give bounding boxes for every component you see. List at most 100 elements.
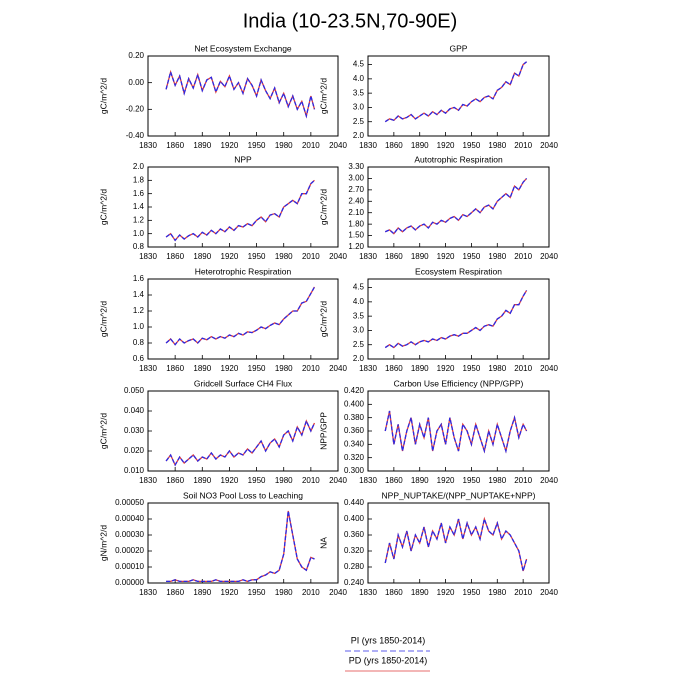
x-tick-label: 1860 bbox=[166, 141, 184, 150]
x-tick-label: 1830 bbox=[359, 588, 377, 597]
y-tick-label: 0.040 bbox=[124, 406, 145, 415]
x-tick-label: 1920 bbox=[437, 476, 455, 485]
y-tick-label: 0.010 bbox=[124, 466, 145, 475]
y-tick-label: 1.4 bbox=[133, 202, 145, 211]
y-tick-label: 4.5 bbox=[353, 60, 365, 69]
series-line bbox=[384, 410, 528, 454]
series-line bbox=[384, 61, 528, 123]
y-tick-label: 0.360 bbox=[344, 426, 365, 435]
y-tick-label: 0.8 bbox=[133, 242, 145, 251]
x-tick-label: 1830 bbox=[139, 588, 157, 597]
y-tick-label: 0.280 bbox=[344, 562, 365, 571]
x-tick-label: 2040 bbox=[540, 141, 558, 150]
y-tick-label: 1.0 bbox=[133, 229, 145, 238]
y-tick-label: 2.70 bbox=[348, 185, 364, 194]
y-tick-label: 0.380 bbox=[344, 413, 365, 422]
series-line bbox=[165, 419, 316, 467]
x-tick-label: 1980 bbox=[488, 141, 506, 150]
x-tick-label: 1890 bbox=[193, 588, 211, 597]
panel-title: Net Ecosystem Exchange bbox=[194, 43, 292, 53]
y-tick-label: 1.20 bbox=[348, 242, 364, 251]
x-tick-label: 1950 bbox=[248, 364, 266, 373]
x-tick-label: 2040 bbox=[540, 252, 558, 261]
y-tick-label: 0.030 bbox=[124, 426, 145, 435]
figure-title: India (10-23.5N,70-90E) bbox=[243, 10, 458, 32]
x-tick-label: 1920 bbox=[437, 364, 455, 373]
x-tick-label: 1950 bbox=[463, 588, 481, 597]
y-tick-label: 3.30 bbox=[348, 162, 364, 171]
panel-title: NPP bbox=[234, 154, 252, 164]
x-tick-label: 1890 bbox=[193, 476, 211, 485]
x-tick-label: 2040 bbox=[329, 588, 347, 597]
y-tick-label: 2.0 bbox=[353, 131, 365, 140]
legend-label: PI (yrs 1850-2014) bbox=[351, 635, 426, 645]
x-tick-label: 1890 bbox=[411, 252, 429, 261]
y-axis-label: NA bbox=[318, 537, 328, 549]
y-tick-label: 1.0 bbox=[133, 322, 145, 331]
y-axis-label: gC/m^2/d bbox=[98, 189, 108, 225]
series-line bbox=[166, 510, 315, 583]
x-tick-label: 1860 bbox=[166, 476, 184, 485]
y-axis-label: gC/m^2/d bbox=[318, 301, 328, 337]
x-tick-label: 1890 bbox=[411, 588, 429, 597]
y-tick-label: 1.2 bbox=[133, 306, 145, 315]
y-tick-label: 2.5 bbox=[353, 117, 365, 126]
x-tick-label: 1980 bbox=[275, 588, 293, 597]
panel-title: GPP bbox=[450, 43, 468, 53]
x-tick-label: 1830 bbox=[139, 476, 157, 485]
x-tick-label: 1860 bbox=[385, 252, 403, 261]
x-tick-label: 2010 bbox=[514, 252, 532, 261]
y-tick-label: 0.00 bbox=[128, 78, 144, 87]
y-tick-label: 0.400 bbox=[344, 399, 365, 408]
x-tick-label: 1950 bbox=[463, 141, 481, 150]
y-tick-label: 2.40 bbox=[348, 196, 364, 205]
x-tick-label: 1950 bbox=[463, 364, 481, 373]
y-tick-label: 0.00020 bbox=[115, 546, 144, 555]
series-line bbox=[165, 179, 315, 242]
y-tick-label: 2.0 bbox=[133, 162, 145, 171]
x-tick-label: 1860 bbox=[166, 252, 184, 261]
y-tick-label: 1.80 bbox=[348, 219, 364, 228]
x-tick-label: 1860 bbox=[166, 588, 184, 597]
x-tick-label: 2040 bbox=[540, 588, 558, 597]
x-tick-label: 1920 bbox=[221, 141, 239, 150]
x-tick-label: 1950 bbox=[463, 476, 481, 485]
plot-frame bbox=[367, 166, 550, 248]
x-tick-label: 1830 bbox=[359, 252, 377, 261]
series-line bbox=[165, 419, 316, 467]
x-tick-label: 2040 bbox=[329, 252, 347, 261]
x-tick-label: 1860 bbox=[385, 588, 403, 597]
y-tick-label: 2.10 bbox=[348, 208, 364, 217]
panel-title: Autotrophic Respiration bbox=[414, 154, 503, 164]
series-line bbox=[384, 290, 528, 349]
x-tick-label: 1890 bbox=[411, 476, 429, 485]
y-tick-label: 0.020 bbox=[124, 446, 145, 455]
x-tick-label: 1830 bbox=[359, 364, 377, 373]
x-tick-label: 1920 bbox=[221, 588, 239, 597]
y-axis-label: gC/m^2/d bbox=[98, 301, 108, 337]
panel-title: Carbon Use Efficiency (NPP/GPP) bbox=[394, 378, 524, 388]
x-tick-label: 1890 bbox=[411, 364, 429, 373]
y-tick-label: 2.0 bbox=[353, 354, 365, 363]
panel-title: Soil NO3 Pool Loss to Leaching bbox=[183, 490, 303, 500]
y-tick-label: 1.2 bbox=[133, 215, 145, 224]
y-tick-label: 0.8 bbox=[133, 338, 145, 347]
x-tick-label: 1980 bbox=[488, 252, 506, 261]
x-tick-label: 1890 bbox=[193, 141, 211, 150]
y-tick-label: 1.6 bbox=[133, 189, 145, 198]
x-tick-label: 1920 bbox=[437, 252, 455, 261]
y-tick-label: 0.360 bbox=[344, 530, 365, 539]
x-tick-label: 2010 bbox=[302, 364, 320, 373]
panel-title: NPP_NUPTAKE/(NPP_NUPTAKE+NPP) bbox=[382, 490, 536, 500]
x-tick-label: 1920 bbox=[437, 141, 455, 150]
y-tick-label: 0.00050 bbox=[115, 498, 144, 507]
plot-frame bbox=[367, 55, 550, 137]
y-tick-label: 0.320 bbox=[344, 453, 365, 462]
series-line bbox=[384, 61, 528, 123]
x-tick-label: 1860 bbox=[166, 364, 184, 373]
y-axis-label: gN/m^2/d bbox=[98, 525, 108, 561]
y-axis-label: gC/m^2/d bbox=[318, 78, 328, 114]
y-axis-label: gC/m^2/d bbox=[318, 189, 328, 225]
series-line bbox=[165, 179, 315, 242]
panel-title: Gridcell Surface CH4 Flux bbox=[194, 378, 293, 388]
